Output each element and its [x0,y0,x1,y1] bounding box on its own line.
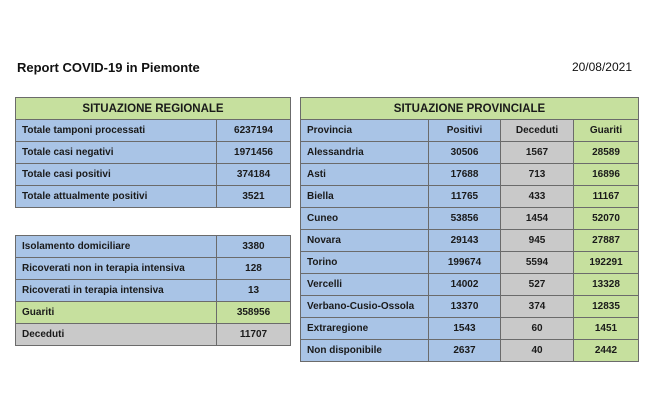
province-value: 40 [500,339,574,362]
row-value: 3380 [216,235,291,258]
row-label: Totale attualmente positivi [15,185,217,208]
province-value: 53856 [428,207,501,230]
province-value: 5594 [500,251,574,274]
province-value: 17688 [428,163,501,186]
province-name: Asti [300,163,429,186]
province-value: 13328 [573,273,639,296]
province-value: 192291 [573,251,639,274]
provincial-table: SITUAZIONE PROVINCIALE Provincia Positivi D… [300,97,639,362]
province-name: Extraregione [300,317,429,340]
table-row: Novara 29143 945 27887 [300,229,639,252]
table-row: Ricoverati non in terapia intensiva 128 [15,257,291,280]
regional-table: SITUAZIONE REGIONALE Totale tamponi proce… [14,97,292,208]
province-name: Novara [300,229,429,252]
row-label: Ricoverati in terapia intensiva [15,279,217,302]
province-name: Biella [300,185,429,208]
table-row: Totale casi negativi 1971456 [15,141,292,164]
table-title: SITUAZIONE REGIONALE [14,97,292,120]
province-value: 945 [500,229,574,252]
province-value: 16896 [573,163,639,186]
province-name: Torino [300,251,429,274]
report-title: Report COVID-19 in Piemonte [17,60,200,75]
province-value: 30506 [428,141,501,164]
table-row: Totale casi positivi 374184 [15,163,292,186]
province-value: 433 [500,185,574,208]
table-row: Totale attualmente positivi 3521 [15,185,292,208]
row-label: Guariti [15,301,217,324]
column-header: Positivi [428,119,501,142]
column-header: Provincia [300,119,429,142]
province-name: Alessandria [300,141,429,164]
province-value: 11167 [573,185,639,208]
table-row: Guariti 358956 [15,301,291,324]
table-title: SITUAZIONE PROVINCIALE [300,97,639,120]
province-name: Non disponibile [300,339,429,362]
table-row: Isolamento domiciliare 3380 [15,235,291,258]
column-header: Deceduti [500,119,574,142]
province-value: 29143 [428,229,501,252]
column-header: Guariti [573,119,639,142]
province-name: Verbano-Cusio-Ossola [300,295,429,318]
table-row: Alessandria 30506 1567 28589 [300,141,639,164]
province-value: 1454 [500,207,574,230]
row-value: 11707 [216,323,291,346]
table-row: Ricoverati in terapia intensiva 13 [15,279,291,302]
province-value: 11765 [428,185,501,208]
province-value: 374 [500,295,574,318]
table-row: Cuneo 53856 1454 52070 [300,207,639,230]
row-label: Isolamento domiciliare [15,235,217,258]
row-value: 128 [216,257,291,280]
province-value: 12835 [573,295,639,318]
row-label: Deceduti [15,323,217,346]
table-row: Torino 199674 5594 192291 [300,251,639,274]
header-row: Provincia Positivi Deceduti Guariti [300,119,639,142]
table-row: Vercelli 14002 527 13328 [300,273,639,296]
row-value: 6237194 [215,119,292,142]
province-value: 199674 [428,251,501,274]
province-value: 527 [500,273,574,296]
province-name: Vercelli [300,273,429,296]
province-value: 713 [500,163,574,186]
province-value: 2442 [573,339,639,362]
province-value: 14002 [428,273,501,296]
province-value: 1567 [500,141,574,164]
row-label: Totale casi positivi [15,163,217,186]
row-value: 13 [216,279,291,302]
table-row: Deceduti 11707 [15,323,291,346]
row-value: 358956 [216,301,291,324]
province-value: 1543 [428,317,501,340]
table-row: Non disponibile 2637 40 2442 [300,339,639,362]
province-value: 13370 [428,295,501,318]
province-value: 52070 [573,207,639,230]
row-label: Ricoverati non in terapia intensiva [15,257,217,280]
row-label: Totale casi negativi [15,141,217,164]
province-value: 2637 [428,339,501,362]
table-row: Asti 17688 713 16896 [300,163,639,186]
table-row: Biella 11765 433 11167 [300,185,639,208]
province-value: 1451 [573,317,639,340]
row-value: 374184 [215,163,292,186]
table-row: Totale tamponi processati 6237194 [15,119,292,142]
row-label: Totale tamponi processati [15,119,217,142]
table-row: Verbano-Cusio-Ossola 13370 374 12835 [300,295,639,318]
regional-detail-table: Isolamento domiciliare 3380 Ricoverati non… [15,235,291,346]
province-value: 27887 [573,229,639,252]
table-row: Extraregione 1543 60 1451 [300,317,639,340]
title-row: SITUAZIONE PROVINCIALE [300,97,639,120]
row-value: 3521 [215,185,292,208]
province-value: 60 [500,317,574,340]
row-value: 1971456 [215,141,292,164]
report-date: 20/08/2021 [571,60,632,74]
province-value: 28589 [573,141,639,164]
province-name: Cuneo [300,207,429,230]
title-row: SITUAZIONE REGIONALE [14,97,292,120]
